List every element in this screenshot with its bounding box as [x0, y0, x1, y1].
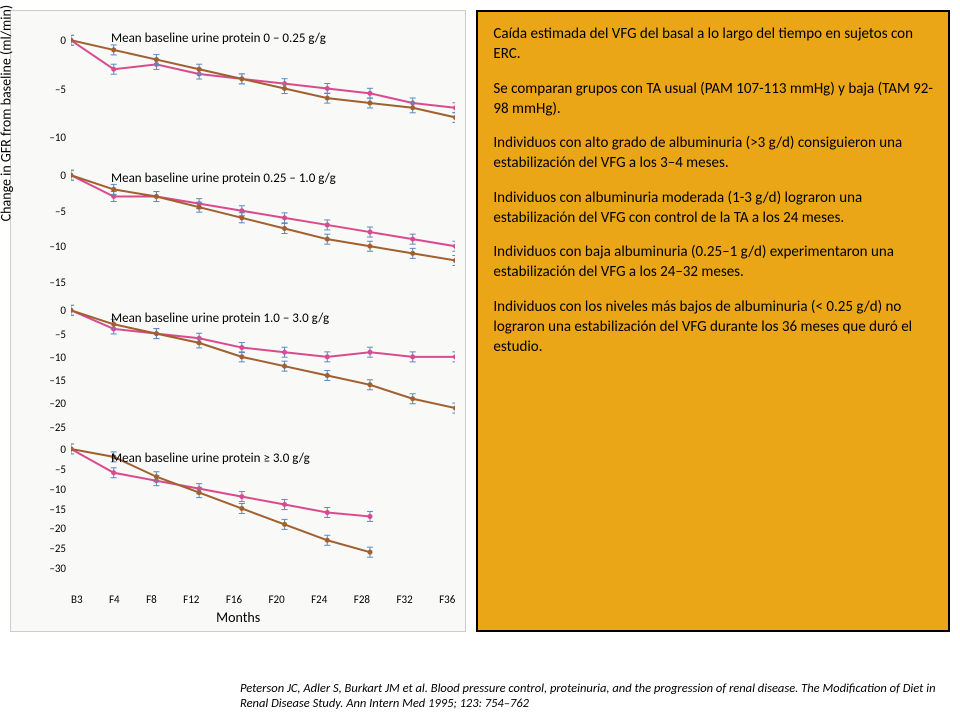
- panel-title: Mean baseline urine protein ≥ 3.0 g/g: [111, 451, 310, 466]
- y-tick: –20: [36, 397, 66, 410]
- description-box: Caída estimada del VFG del basal a lo la…: [476, 10, 950, 632]
- panel-title: Mean baseline urine protein 0.25 – 1.0 g…: [111, 171, 336, 186]
- citation-text: Peterson JC, Adler S, Burkart JM et al. …: [240, 681, 940, 712]
- y-tick: –10: [36, 483, 66, 496]
- x-tick: F16: [226, 593, 242, 606]
- chart-panel: 0–5–10–15–20–25–30Mean baseline urine pr…: [71, 441, 455, 576]
- y-tick: –15: [36, 276, 66, 289]
- description-paragraph: Individuos con baja albuminuria (0.25–1 …: [493, 242, 933, 283]
- y-tick: –5: [36, 328, 66, 341]
- x-tick: F24: [311, 593, 327, 606]
- x-axis-ticks: B3 F4 F8 F12 F16 F20 F24 F28 F32 F36: [71, 593, 455, 606]
- chart-figure: Change in GFR from baseline (ml/min) 0–5…: [10, 10, 466, 632]
- chart-panel: 0–5–10Mean baseline urine protein 0 – 0.…: [71, 21, 455, 156]
- y-tick: –10: [36, 240, 66, 253]
- description-paragraph: Individuos con los niveles más bajos de …: [493, 297, 933, 358]
- x-tick: F4: [109, 593, 120, 606]
- series-usual-bp: [71, 40, 455, 117]
- chart-panel: 0–5–10–15–20–25Mean baseline urine prote…: [71, 301, 455, 436]
- chart-panel: 0–5–10–15Mean baseline urine protein 0.2…: [71, 161, 455, 296]
- y-tick: 0: [36, 34, 66, 47]
- y-tick: 0: [36, 169, 66, 182]
- x-axis-label: Months: [216, 609, 260, 626]
- series-low-bp: [71, 40, 455, 108]
- description-paragraph: Individuos con albuminuria moderada (1-3…: [493, 188, 933, 229]
- y-tick: –25: [36, 421, 66, 434]
- description-paragraph: Se comparan grupos con TA usual (PAM 107…: [493, 79, 933, 120]
- series-usual-bp: [71, 175, 455, 260]
- y-axis-label: Change in GFR from baseline (ml/min): [0, 5, 15, 221]
- description-paragraph: Caída estimada del VFG del basal a lo la…: [493, 24, 933, 65]
- y-tick: –15: [36, 374, 66, 387]
- y-tick: –5: [36, 205, 66, 218]
- x-tick: B3: [71, 593, 83, 606]
- x-tick: F12: [183, 593, 199, 606]
- y-tick: –5: [36, 463, 66, 476]
- y-tick: –30: [36, 562, 66, 575]
- y-tick: –10: [36, 351, 66, 364]
- panel-title: Mean baseline urine protein 0 – 0.25 g/g: [111, 31, 326, 46]
- y-tick: –15: [36, 503, 66, 516]
- y-tick: –5: [36, 83, 66, 96]
- y-tick: 0: [36, 304, 66, 317]
- y-tick: 0: [36, 443, 66, 456]
- y-tick: –25: [36, 542, 66, 555]
- x-tick: F28: [354, 593, 370, 606]
- x-tick: F32: [396, 593, 412, 606]
- panel-title: Mean baseline urine protein 1.0 – 3.0 g/…: [111, 311, 329, 326]
- y-tick: –20: [36, 522, 66, 535]
- description-paragraph: Individuos con alto grado de albuminuria…: [493, 133, 933, 174]
- x-tick: F8: [146, 593, 157, 606]
- x-tick: F20: [268, 593, 284, 606]
- y-tick: –10: [36, 131, 66, 144]
- x-tick: F36: [439, 593, 455, 606]
